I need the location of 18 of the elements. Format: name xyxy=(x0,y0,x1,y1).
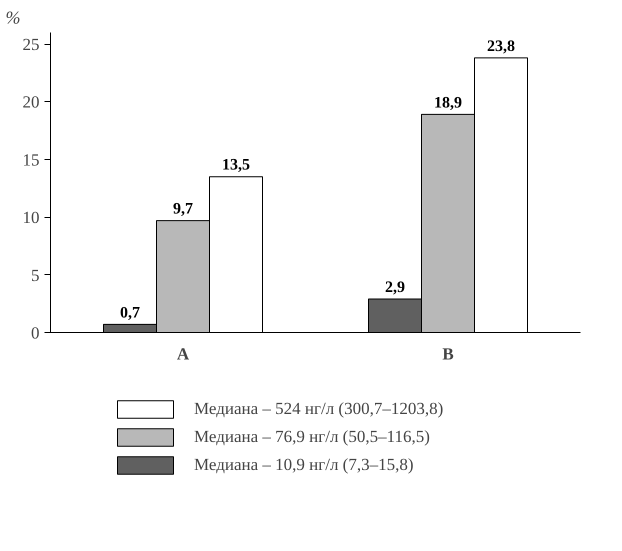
y-axis-title: % xyxy=(6,8,20,28)
data-label: 13,5 xyxy=(222,156,250,174)
y-tick-label: 10 xyxy=(22,208,40,228)
y-tick-label: 0 xyxy=(31,324,40,342)
y-tick-label: 25 xyxy=(22,35,40,54)
data-label: 9,7 xyxy=(173,200,193,218)
legend-label: Медиана – 10,9 нг/л (7,3–15,8) xyxy=(194,455,414,475)
x-tick-label: B xyxy=(442,344,454,364)
x-tick-label: A xyxy=(176,344,190,364)
data-label: 23,8 xyxy=(487,38,515,55)
legend-label: Медиана – 76,9 нг/л (50,5–116,5) xyxy=(194,427,430,447)
data-label: 2,9 xyxy=(385,279,405,296)
data-label: 0,7 xyxy=(120,304,140,322)
legend-label: Медиана – 524 нг/л (300,7–1203,8) xyxy=(194,399,444,419)
data-label: 18,9 xyxy=(434,94,462,112)
y-tick-label: 5 xyxy=(31,266,40,285)
y-tick-label: 20 xyxy=(22,92,40,112)
y-tick-label: 15 xyxy=(22,150,40,170)
